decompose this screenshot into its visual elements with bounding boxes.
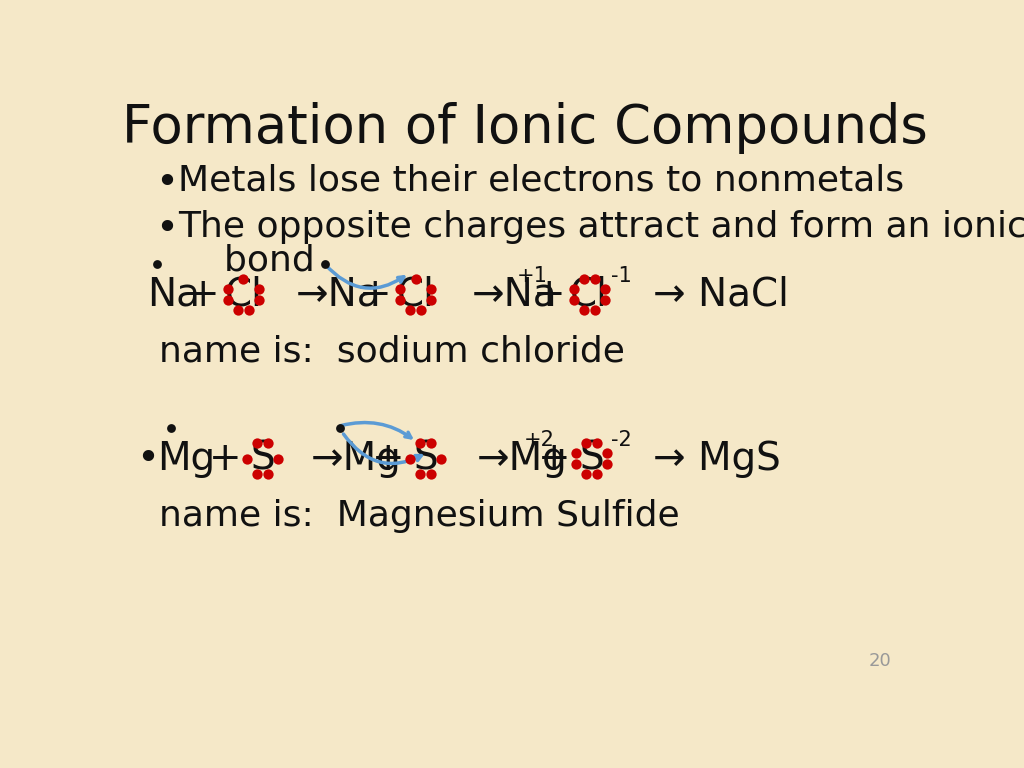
Point xyxy=(251,283,267,296)
Point xyxy=(220,294,237,306)
Point xyxy=(270,452,287,465)
Text: Cl: Cl xyxy=(396,276,434,313)
Point xyxy=(589,468,605,480)
Point xyxy=(567,447,584,459)
Point xyxy=(236,273,252,286)
Text: S: S xyxy=(251,439,275,478)
Point xyxy=(150,258,166,270)
Text: +2: +2 xyxy=(523,430,554,450)
Text: →Mg: →Mg xyxy=(477,439,567,478)
Point xyxy=(575,304,592,316)
Text: bond: bond xyxy=(178,243,315,277)
Point xyxy=(240,452,256,465)
Point xyxy=(423,437,439,449)
Point xyxy=(251,294,267,306)
Text: -1: -1 xyxy=(611,266,632,286)
Point xyxy=(587,304,603,316)
Point xyxy=(260,437,276,449)
Text: +: + xyxy=(209,439,242,478)
Text: -2: -2 xyxy=(611,430,632,450)
Point xyxy=(260,468,276,480)
Text: →Na: →Na xyxy=(296,276,382,313)
Point xyxy=(412,468,428,480)
Text: S: S xyxy=(580,439,604,478)
Point xyxy=(599,447,615,459)
Text: •: • xyxy=(155,210,178,248)
Text: •: • xyxy=(136,439,159,478)
Text: Metals lose their electrons to nonmetals: Metals lose their electrons to nonmetals xyxy=(178,164,904,198)
Point xyxy=(392,283,409,296)
Text: name is:  Magnesium Sulfide: name is: Magnesium Sulfide xyxy=(159,498,680,533)
Text: → MgS: → MgS xyxy=(653,439,781,478)
Point xyxy=(229,304,246,316)
Text: +: + xyxy=(186,276,219,313)
Point xyxy=(575,273,592,286)
Point xyxy=(408,273,424,286)
Point xyxy=(241,304,257,316)
Point xyxy=(565,294,582,306)
Text: +: + xyxy=(532,276,565,313)
Point xyxy=(392,294,409,306)
Text: •: • xyxy=(155,164,178,202)
Point xyxy=(578,437,594,449)
Point xyxy=(587,273,603,286)
Point xyxy=(567,458,584,470)
Text: +1: +1 xyxy=(516,266,547,286)
Point xyxy=(401,304,418,316)
Text: Cl: Cl xyxy=(224,276,262,313)
Text: Formation of Ionic Compounds: Formation of Ionic Compounds xyxy=(122,102,928,154)
Point xyxy=(423,283,439,296)
Text: Cl: Cl xyxy=(570,276,608,313)
Point xyxy=(413,304,429,316)
Point xyxy=(589,437,605,449)
Text: →Mg: →Mg xyxy=(311,439,401,478)
Text: name is:  sodium chloride: name is: sodium chloride xyxy=(159,335,625,369)
Text: Na: Na xyxy=(147,276,201,313)
Point xyxy=(332,422,348,434)
Point xyxy=(433,452,450,465)
Point xyxy=(596,294,612,306)
Point xyxy=(316,258,333,270)
Point xyxy=(249,437,265,449)
Point xyxy=(596,283,612,296)
Text: →Na: →Na xyxy=(471,276,557,313)
Point xyxy=(220,283,237,296)
Text: +: + xyxy=(359,276,391,313)
Text: +: + xyxy=(538,439,570,478)
Point xyxy=(599,458,615,470)
Text: +: + xyxy=(372,439,404,478)
Text: Mg: Mg xyxy=(158,439,216,478)
Point xyxy=(565,283,582,296)
Text: The opposite charges attract and form an ionic: The opposite charges attract and form an… xyxy=(178,210,1024,244)
Point xyxy=(578,468,594,480)
Point xyxy=(163,422,179,434)
Text: 20: 20 xyxy=(868,652,891,670)
Point xyxy=(249,468,265,480)
Point xyxy=(401,452,418,465)
Point xyxy=(412,437,428,449)
Point xyxy=(423,468,439,480)
Text: S: S xyxy=(414,439,438,478)
Text: → NaCl: → NaCl xyxy=(652,276,788,313)
Point xyxy=(423,294,439,306)
